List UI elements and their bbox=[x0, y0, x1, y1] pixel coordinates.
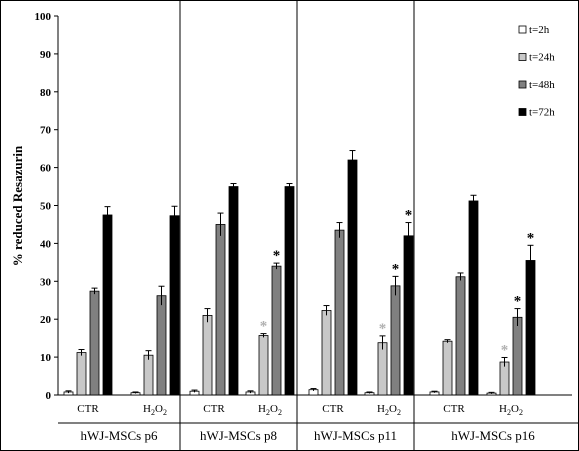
bar bbox=[143, 354, 154, 396]
formula-part: O bbox=[270, 403, 278, 415]
significance-marker: * bbox=[260, 319, 268, 335]
significance-marker: * bbox=[527, 230, 535, 246]
bar bbox=[156, 295, 167, 396]
bar bbox=[390, 285, 401, 396]
y-tick-label: 70 bbox=[40, 125, 52, 137]
formula-part: H bbox=[377, 403, 385, 415]
y-axis-title: % reduced Resazurin bbox=[10, 145, 25, 266]
bar bbox=[215, 224, 226, 396]
formula-part: O bbox=[511, 403, 519, 415]
condition-label: CTR bbox=[77, 403, 99, 415]
significance-marker: * bbox=[379, 321, 387, 337]
y-tick-label: 90 bbox=[40, 49, 52, 61]
formula-part: O bbox=[155, 403, 163, 415]
y-tick-label: 50 bbox=[40, 201, 52, 213]
y-tick-label: 40 bbox=[40, 238, 52, 250]
formula-part: H bbox=[499, 403, 507, 415]
y-tick-label: 0 bbox=[46, 390, 52, 402]
formula-part: H bbox=[258, 403, 266, 415]
group-label: hWJ-MSCs p6 bbox=[81, 428, 158, 443]
y-tick-label: 30 bbox=[40, 276, 52, 288]
condition-label: CTR bbox=[443, 403, 465, 415]
bar bbox=[321, 310, 332, 396]
bar bbox=[202, 315, 213, 396]
bar bbox=[455, 276, 466, 396]
legend: t=2h t=24h t=48h t=72h bbox=[518, 24, 555, 119]
bar bbox=[271, 265, 282, 396]
legend-swatch bbox=[518, 25, 527, 34]
subscript: 2 bbox=[266, 408, 270, 417]
group-label: hWJ-MSCs p11 bbox=[314, 428, 397, 443]
bar bbox=[76, 352, 87, 396]
significance-marker: * bbox=[501, 342, 509, 358]
subscript: 2 bbox=[397, 408, 401, 417]
legend-swatch bbox=[518, 80, 527, 89]
legend-label: t=2h bbox=[529, 24, 550, 36]
bar bbox=[403, 235, 414, 396]
subscript: 2 bbox=[519, 408, 523, 417]
bar bbox=[525, 260, 536, 396]
condition-label: H2O2 bbox=[499, 403, 523, 417]
formula-part: O bbox=[389, 403, 397, 415]
subscript: 2 bbox=[151, 408, 155, 417]
group-label: hWJ-MSCs p8 bbox=[200, 428, 277, 443]
significance-marker: * bbox=[514, 294, 522, 310]
y-tick-label: 60 bbox=[40, 163, 52, 175]
bar bbox=[169, 215, 180, 396]
bar bbox=[89, 290, 100, 396]
subscript: 2 bbox=[278, 408, 282, 417]
bar bbox=[334, 229, 345, 396]
condition-label: H2O2 bbox=[258, 403, 282, 417]
bar bbox=[512, 316, 523, 396]
condition-label: CTR bbox=[322, 403, 344, 415]
subscript: 2 bbox=[163, 408, 167, 417]
legend-swatch bbox=[518, 53, 527, 61]
bar bbox=[347, 159, 358, 396]
condition-label: H2O2 bbox=[143, 403, 167, 417]
bar bbox=[377, 342, 388, 396]
significance-marker: * bbox=[392, 261, 400, 277]
y-tick-label: 80 bbox=[40, 87, 52, 99]
legend-label: t=48h bbox=[529, 79, 555, 91]
legend-label: t=72h bbox=[529, 107, 555, 119]
bar bbox=[228, 186, 239, 396]
subscript: 2 bbox=[385, 408, 389, 417]
bar bbox=[258, 335, 269, 396]
bar bbox=[499, 361, 510, 396]
bar bbox=[284, 186, 295, 396]
formula-part: H bbox=[143, 403, 151, 415]
legend-swatch bbox=[518, 108, 527, 116]
y-tick-label: 20 bbox=[40, 314, 52, 326]
bar bbox=[468, 200, 479, 396]
significance-marker: * bbox=[405, 208, 413, 224]
legend-label: t=24h bbox=[529, 52, 555, 64]
condition-label: CTR bbox=[203, 403, 225, 415]
y-tick-label: 100 bbox=[35, 11, 52, 23]
bar bbox=[102, 214, 113, 396]
y-tick-label: 10 bbox=[40, 352, 52, 364]
subscript: 2 bbox=[507, 408, 511, 417]
significance-marker: * bbox=[273, 248, 281, 264]
condition-label: H2O2 bbox=[377, 403, 401, 417]
group-label: hWJ-MSCs p16 bbox=[451, 428, 535, 443]
bar bbox=[442, 340, 453, 396]
